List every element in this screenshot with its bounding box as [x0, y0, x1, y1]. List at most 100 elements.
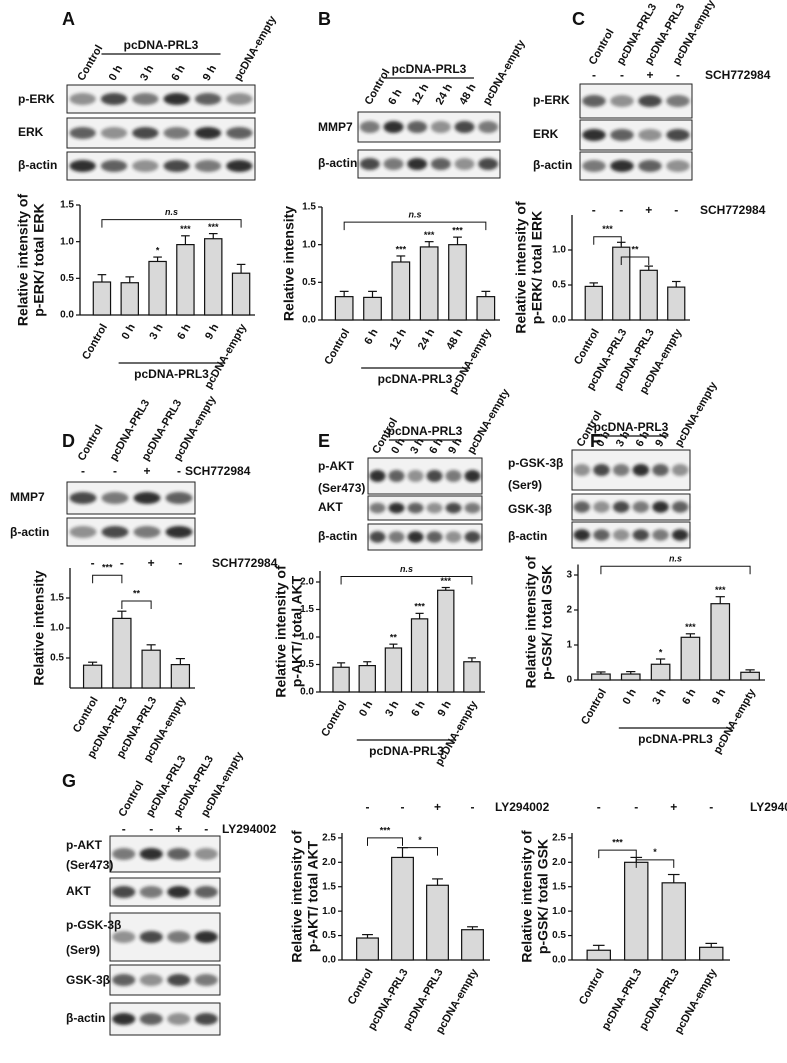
- treatment-sign: -: [178, 556, 182, 570]
- y-tick-label: 0.5: [302, 277, 316, 288]
- treatment-sign: -: [204, 822, 208, 836]
- blot-box: [357, 149, 501, 179]
- column-label: 0 h: [389, 436, 407, 456]
- bar: [476, 296, 496, 321]
- column-label: 6 h: [427, 436, 445, 456]
- y-axis-label: Relative intensity of: [523, 556, 539, 689]
- blot-band: [582, 129, 606, 141]
- blot-band: [610, 160, 634, 172]
- y-tick-label: 0.5: [552, 930, 566, 941]
- significance-label: n.s: [669, 554, 682, 564]
- y-tick-label: 1.0: [60, 236, 74, 247]
- bar: [699, 946, 724, 961]
- blot-band: [226, 160, 253, 172]
- significance-bracket: [402, 847, 438, 856]
- blot-band: [194, 1013, 218, 1025]
- row-label: β-actin: [318, 156, 357, 170]
- blot-band: [139, 974, 163, 986]
- treatment-sign: +: [148, 556, 155, 570]
- row-label: β-actin: [18, 158, 57, 172]
- treatment-sign: -: [674, 203, 678, 217]
- row-label: (Ser9): [66, 943, 100, 957]
- y-tick-label: 1.5: [552, 881, 566, 892]
- bar: [612, 246, 631, 321]
- y-axis-label: Relative intensity of: [519, 830, 535, 963]
- blot-band: [593, 529, 610, 541]
- blot-band: [632, 464, 650, 476]
- blot-band: [167, 886, 191, 898]
- significance-bracket: [598, 849, 637, 859]
- bar: [356, 937, 379, 961]
- y-tick-label: 0.0: [552, 315, 566, 326]
- treatment-sign: +: [646, 68, 653, 82]
- y-axis-label: p-GSK/ total GSK: [535, 839, 551, 954]
- treatment-sign: -: [149, 822, 153, 836]
- blot-band: [454, 158, 475, 170]
- bar: [391, 856, 414, 961]
- blot-band: [101, 526, 129, 538]
- significance-bracket: [635, 859, 675, 868]
- significance-label: *: [653, 847, 657, 857]
- blot-band: [167, 1013, 191, 1025]
- column-label: pcDNA-empty: [465, 386, 512, 456]
- group-label: pcDNA-PRL3: [638, 732, 713, 746]
- bar: [231, 272, 251, 316]
- significance-bracket: [121, 600, 152, 609]
- treatment-sign: -: [91, 556, 95, 570]
- row-label: p-ERK: [533, 93, 570, 107]
- y-axis-label: Relative intensity of: [289, 830, 305, 963]
- y-tick-label: 0.0: [302, 315, 316, 326]
- y-tick-label: 1.0: [50, 623, 64, 634]
- blot-band: [383, 158, 404, 170]
- significance-label: ***: [208, 222, 219, 232]
- blot-box: [367, 523, 483, 551]
- group-label: pcDNA-PRL3: [378, 372, 453, 386]
- blot-band: [194, 848, 218, 860]
- x-tick-label: Control: [71, 695, 101, 735]
- blot-band: [226, 93, 253, 105]
- blot-band: [69, 127, 96, 139]
- significance-label: ***: [685, 622, 696, 632]
- significance-label: *: [418, 835, 422, 845]
- bar: [463, 661, 481, 693]
- y-tick-label: 2: [566, 605, 572, 616]
- column-label: 0 h: [107, 63, 125, 83]
- significance-bracket: [92, 574, 123, 584]
- blot-band: [638, 129, 662, 141]
- blot-band: [167, 931, 191, 943]
- x-tick-label: 6 h: [409, 699, 427, 719]
- blot-band: [100, 160, 128, 172]
- significance-bracket: [101, 219, 242, 228]
- panel-letter: F: [590, 431, 601, 451]
- significance-label: ***: [602, 224, 613, 234]
- blot-band: [112, 974, 136, 986]
- x-tick-label: 6 h: [362, 327, 380, 347]
- bar: [92, 281, 112, 316]
- blot-band: [112, 848, 136, 860]
- blot-band: [383, 121, 404, 133]
- bar: [680, 636, 701, 681]
- x-tick-label: 6 h: [175, 322, 193, 342]
- row-label: AKT: [66, 884, 91, 898]
- panel-letter: A: [62, 9, 75, 29]
- bar: [448, 244, 467, 321]
- blot-band: [582, 160, 606, 172]
- blot-band: [194, 886, 218, 898]
- blot-band: [359, 121, 380, 133]
- y-tick-label: 0: [566, 675, 572, 686]
- blot-band: [445, 531, 462, 543]
- treatment-sign: -: [401, 800, 405, 814]
- y-tick-label: 1.0: [552, 245, 566, 256]
- treatment-sign: +: [434, 800, 441, 814]
- blot-band: [671, 464, 689, 476]
- blot-band: [652, 529, 669, 541]
- treatment-sign: -: [709, 800, 713, 814]
- blot-band: [652, 501, 669, 513]
- y-tick-label: 1.5: [300, 604, 314, 615]
- significance-label: ***: [396, 244, 407, 254]
- blot-band: [407, 121, 428, 133]
- blot-band: [139, 931, 163, 943]
- blot-band: [133, 492, 161, 504]
- group-label: pcDNA-PRL3: [369, 744, 444, 758]
- y-axis-label: Relative intensity of: [15, 194, 31, 327]
